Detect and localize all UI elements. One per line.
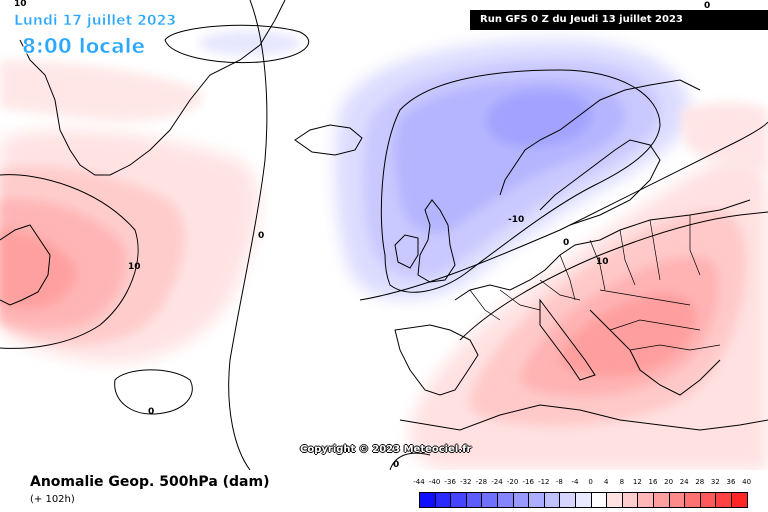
- contour-label: 10: [128, 262, 141, 272]
- legend-tick-label: -20: [506, 478, 519, 486]
- legend-labels: -44 -40 -36 -32 -28 -24 -20 -16 -12 -8 -4 0 4 8 12 16 20…: [413, 478, 753, 490]
- variable-title: Anomalie Geop. 500hPa (dam): [30, 474, 270, 490]
- contour-label: 0: [258, 231, 264, 241]
- legend-swatch: [466, 493, 483, 507]
- contour-label: 0: [563, 238, 569, 248]
- legend-tick-label: -16: [522, 478, 534, 486]
- legend-swatch: [420, 493, 436, 507]
- contour-label: 0: [704, 1, 710, 11]
- contour-zero-atlantic: [114, 369, 193, 415]
- legend-tick-label: 36: [726, 478, 736, 486]
- legend-swatch: [638, 493, 654, 507]
- norway-coast: [499, 79, 701, 196]
- italy-coast: [539, 298, 596, 381]
- forecast-time: 8:00 locale: [22, 34, 146, 59]
- legend-tick-label: 40: [742, 478, 752, 486]
- sweden-finland-outline: [539, 139, 661, 226]
- legend-swatch: [560, 493, 576, 507]
- color-legend: -44 -40 -36 -32 -28 -24 -20 -16 -12 -8 -4 0 4 8 12 16 20…: [413, 478, 753, 508]
- contour-label: 10: [14, 0, 27, 9]
- contour-zero-greenland: [164, 24, 310, 64]
- legend-bar: [419, 492, 749, 508]
- country-borders: [469, 215, 721, 351]
- legend-swatch: [544, 493, 561, 507]
- legend-tick-label: 32: [710, 478, 720, 486]
- legend-tick-label: 12: [632, 478, 642, 486]
- ireland-coast: [394, 234, 419, 269]
- legend-tick-label: -8: [555, 478, 563, 486]
- anomaly-map: 10 0 10 -10 0 10 0 0 0: [0, 0, 768, 470]
- contour-minus10: [380, 69, 661, 293]
- legend-swatch: [482, 493, 498, 507]
- copyright-notice: Copyright © 2023 Meteociel.fr: [300, 444, 472, 455]
- legend-swatch: [716, 493, 732, 507]
- anomaly-contours: [0, 0, 768, 470]
- legend-tick-label: -40: [428, 478, 441, 486]
- legend-swatch: [435, 493, 452, 507]
- iberia-coast: [394, 324, 479, 396]
- legend-swatch: [653, 493, 670, 507]
- legend-tick-label: -28: [475, 478, 488, 486]
- contour-zero-south: [389, 452, 431, 470]
- run-info-text: Run GFS 0 Z du Jeudi 13 juillet 2023: [480, 14, 683, 25]
- legend-swatch: [731, 493, 748, 507]
- legend-tick-label: -36: [444, 478, 456, 486]
- positive-anomaly-west: [0, 60, 768, 363]
- contour-10-europe: [459, 211, 768, 341]
- legend-swatch: [497, 493, 514, 507]
- legend-swatch: [575, 493, 592, 507]
- run-info-banner: Run GFS 0 Z du Jeudi 13 juillet 2023: [470, 10, 768, 30]
- forecast-date: Lundi 17 juillet 2023: [14, 13, 177, 30]
- contour-label: 10: [596, 257, 609, 267]
- legend-tick-label: 16: [648, 478, 658, 486]
- contour-zero-front: [359, 121, 768, 301]
- contour-label-group: 10 0 10 -10 0 10 0 0 0: [14, 0, 710, 470]
- legend-tick-label: -32: [460, 478, 472, 486]
- legend-swatch: [669, 493, 686, 507]
- contour-label: -10: [508, 215, 524, 225]
- greenland-coast: [19, 0, 286, 176]
- legend-swatch: [607, 493, 623, 507]
- europe-coast: [454, 199, 751, 301]
- legend-tick-label: 8: [619, 478, 625, 486]
- legend-swatch: [529, 493, 545, 507]
- legend-tick-label: 24: [679, 478, 689, 486]
- legend-tick-label: 28: [695, 478, 705, 486]
- balkans-coast: [589, 309, 721, 396]
- legend-swatch: [700, 493, 717, 507]
- legend-tick-label: -4: [571, 478, 579, 486]
- legend-swatch: [451, 493, 467, 507]
- contour-label: 0: [148, 407, 154, 417]
- legend-tick-label: 20: [664, 478, 674, 486]
- lead-time: (+ 102h): [30, 494, 75, 505]
- legend-tick-label: -12: [538, 478, 550, 486]
- coastlines: [0, 0, 768, 431]
- legend-tick-label: 0: [588, 478, 593, 486]
- labrador-coast: [0, 224, 51, 306]
- contour-label: 0: [393, 460, 399, 470]
- legend-tick-label: -44: [413, 478, 425, 486]
- legend-swatch: [622, 493, 639, 507]
- legend-swatch: [685, 493, 701, 507]
- iceland-coast: [294, 124, 363, 156]
- positive-anomaly-area: [409, 157, 768, 470]
- legend-tick-label: -24: [491, 478, 503, 486]
- contour-10-west: [0, 174, 139, 349]
- legend-swatch: [591, 493, 608, 507]
- legend-swatch: [513, 493, 530, 507]
- contour-zero-main: [228, 0, 268, 470]
- legend-tick-label: 4: [603, 478, 609, 486]
- africa-coast: [399, 404, 768, 431]
